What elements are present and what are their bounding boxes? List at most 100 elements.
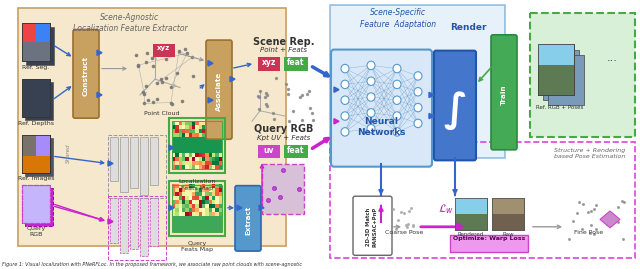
Circle shape [367,77,375,86]
Bar [140,137,148,195]
Polygon shape [208,98,213,103]
Bar [258,57,280,71]
Point [141,60,151,65]
Point [602,221,612,226]
Bar [22,23,50,61]
Point [618,237,628,241]
Point [262,104,272,109]
Text: ∫: ∫ [443,91,467,130]
Text: Extract: Extract [245,206,251,235]
Point [402,225,412,229]
Bar [450,235,528,252]
Point [307,118,317,122]
Text: ...: ... [607,53,618,63]
Bar [455,198,487,214]
Text: Query
RGB: Query RGB [26,226,45,237]
Circle shape [393,80,401,89]
Point [284,119,294,123]
Circle shape [367,61,375,70]
Text: Localization
Feats Map: Localization Feats Map [179,179,216,190]
Point [403,209,413,213]
Circle shape [393,112,401,120]
Polygon shape [169,145,174,150]
Point [408,223,418,227]
Bar [284,144,308,158]
Text: Point Cloud: Point Cloud [144,111,180,116]
Circle shape [367,125,375,133]
Point [140,101,150,106]
Point [583,210,593,214]
Bar [538,44,574,65]
Point [408,224,418,229]
Point [406,206,416,210]
Point [591,227,601,231]
Text: Raw: Raw [502,232,514,237]
Point [177,99,188,103]
Point [284,87,294,91]
Bar [130,137,138,188]
Bar [18,8,286,246]
Bar [258,144,280,158]
Bar [538,44,574,95]
Point [132,64,143,69]
Polygon shape [169,205,174,210]
Bar [22,135,36,156]
Bar [172,185,222,232]
Point [172,71,182,75]
Text: feat: feat [287,58,305,67]
Text: Scene Rep.: Scene Rep. [253,37,315,47]
Circle shape [414,103,422,112]
Point [253,107,264,111]
Bar [538,44,574,95]
Circle shape [393,96,401,104]
Bar [548,55,584,105]
FancyBboxPatch shape [491,35,517,150]
Circle shape [414,119,422,128]
Text: Figure 1: Visual localization with PNeRFLoc. In the proposed framework, we assoc: Figure 1: Visual localization with PNeRF… [2,262,302,267]
Bar [22,23,50,61]
Bar [150,137,158,185]
Bar [22,42,50,61]
Point [393,218,403,222]
Point [283,92,293,96]
Point [577,226,588,231]
Point [269,117,279,121]
Point [166,85,176,89]
Point [260,91,271,95]
Point [399,211,409,215]
Text: Ref. RGB + Poses: Ref. RGB + Poses [536,105,584,111]
Point [152,81,163,85]
Bar [22,185,50,222]
Bar [110,137,118,182]
Bar [25,188,53,226]
Point [262,93,272,97]
Circle shape [393,64,401,73]
Text: Ref. Depths: Ref. Depths [18,121,54,126]
Text: Ref. Seg.: Ref. Seg. [22,65,50,70]
Point [147,100,157,104]
Text: xyz: xyz [262,58,276,67]
Point [391,227,401,231]
Bar [492,198,524,230]
Bar [172,121,222,169]
Text: feat: feat [287,146,305,155]
Text: Query RGB: Query RGB [254,125,314,134]
Bar [150,198,158,246]
Text: Point + Feats: Point + Feats [260,47,307,54]
Point [396,210,406,214]
Point [403,222,413,226]
Text: Scene-Specific
Feature  Adaptation: Scene-Specific Feature Adaptation [360,8,436,29]
Text: Construct: Construct [83,56,89,96]
Point [589,232,599,236]
Circle shape [341,128,349,136]
Bar [330,5,505,158]
Point [156,77,166,81]
Point [578,202,588,207]
Text: Rendered: Rendered [458,232,484,237]
Point [287,109,298,113]
Bar [492,198,524,214]
Point [188,74,198,78]
Bar [169,118,225,173]
Point [589,207,599,211]
Circle shape [341,96,349,104]
